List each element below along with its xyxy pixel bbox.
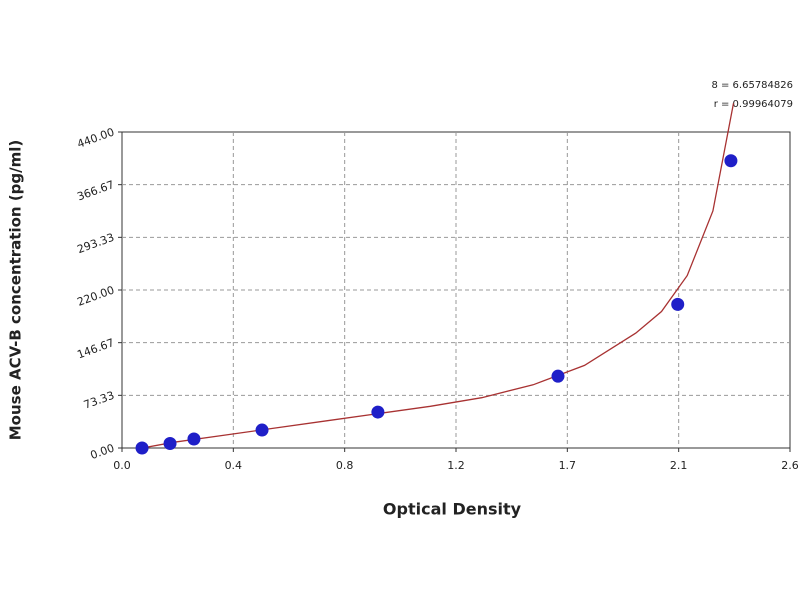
- data-point: [551, 369, 565, 383]
- y-tick-label: 220.00: [75, 283, 116, 308]
- y-tick-label: 440.00: [75, 125, 116, 150]
- x-tick-label: 0.8: [336, 459, 354, 472]
- data-point: [163, 437, 177, 451]
- x-axis-label: Optical Density: [383, 500, 522, 519]
- data-point: [187, 432, 201, 446]
- y-tick-label: 366.67: [75, 178, 116, 203]
- x-tick-label: 1.7: [559, 459, 577, 472]
- x-tick-label: 0.4: [225, 459, 243, 472]
- data-point: [671, 297, 685, 311]
- annotation: 8 = 6.65784826: [711, 80, 793, 91]
- y-tick-label: 0.00: [89, 441, 116, 462]
- y-tick-label: 146.67: [75, 336, 116, 361]
- y-axis-label: Mouse ACV-B concentration (pg/ml): [7, 140, 25, 441]
- x-tick-label: 2.1: [670, 459, 688, 472]
- fit-curve: [138, 103, 735, 448]
- y-tick-label: 293.33: [75, 231, 116, 256]
- data-point: [135, 441, 149, 455]
- data-point: [724, 154, 738, 168]
- data-point: [255, 423, 269, 437]
- x-tick-label: 2.6: [781, 459, 799, 472]
- data-point: [371, 405, 385, 419]
- y-tick-label: 73.33: [82, 389, 116, 412]
- annotation: r = 0.99964079: [714, 99, 793, 110]
- x-tick-label: 0.0: [113, 459, 131, 472]
- x-tick-label: 1.2: [447, 459, 465, 472]
